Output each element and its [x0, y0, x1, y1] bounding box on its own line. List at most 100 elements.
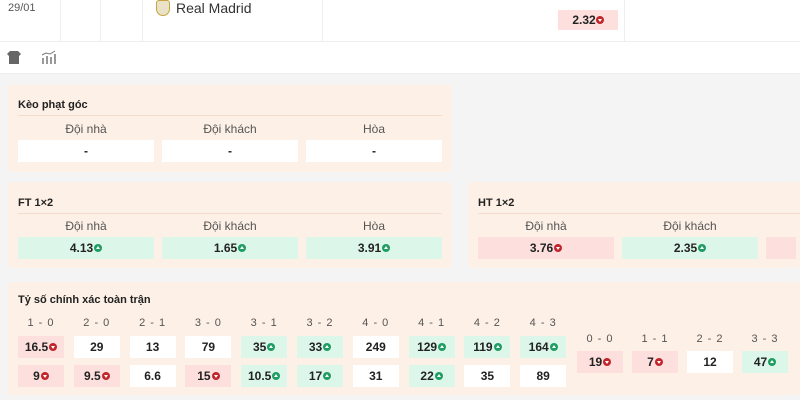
odd-box[interactable] [766, 237, 796, 259]
odd-value: 33 [308, 340, 323, 354]
odd-value: 4.13 [69, 241, 94, 255]
score-label: 2 - 1 [139, 317, 167, 329]
ft-panel: FT 1×2 Đội nhà Đội khách Hòa 4.13 1.65 3.9… [8, 182, 452, 268]
arrow-up-icon [768, 358, 777, 366]
score-label: 3 - 1 [250, 317, 278, 329]
score-odd-box[interactable]: 12 [687, 351, 733, 373]
score-odd-box[interactable]: 22 [408, 365, 455, 387]
score-label: 4 - 0 [362, 317, 390, 329]
odd-value: 9.5 [83, 369, 101, 383]
score-odd-box[interactable]: 33 [297, 336, 343, 358]
odd-box[interactable]: - [18, 140, 154, 162]
odd-box[interactable]: 2.35 [622, 237, 758, 259]
label-draw: Hòa [362, 219, 385, 233]
odd-box[interactable]: 4.13 [18, 237, 154, 259]
divider [478, 213, 800, 214]
score-odd-box[interactable]: 17 [297, 365, 343, 387]
label-away: Đội khách [203, 219, 257, 233]
odd-value: 12 [703, 355, 717, 369]
score-label: 3 - 0 [194, 317, 222, 329]
odd-value: 129 [417, 340, 438, 354]
odd-box[interactable]: 2.32 [558, 10, 618, 30]
match-row: 29/01 Real Madrid 2.32 [0, 0, 800, 42]
team-crest-icon [156, 0, 170, 16]
score-odd-box[interactable]: 29 [73, 336, 120, 358]
score-odd-box[interactable]: 16.5 [18, 336, 64, 358]
arrow-down-icon [211, 372, 220, 380]
odd-box[interactable]: 3.76 [478, 237, 614, 259]
score-odd-box[interactable]: 79 [185, 336, 232, 358]
divider [18, 115, 442, 116]
odd-value: 31 [369, 369, 383, 383]
score-odd-box[interactable]: 249 [352, 336, 399, 358]
odd-value: 89 [536, 369, 550, 383]
score-odd-box[interactable]: 89 [520, 365, 567, 387]
odd-value: 2.32 [572, 13, 596, 27]
panel-title: Tỷ số chính xác toàn trận [18, 294, 151, 306]
score-odd-box[interactable]: 35 [464, 365, 511, 387]
label-home: Đội nhà [525, 219, 567, 233]
divider [18, 213, 442, 214]
divider [60, 0, 61, 42]
score-label: 4 - 1 [418, 317, 446, 329]
score-odd-box[interactable]: 35 [241, 336, 288, 358]
label-home: Đội nhà [65, 122, 107, 136]
score-label: 3 - 2 [306, 317, 334, 329]
score-odd-box[interactable]: 10.5 [241, 365, 288, 387]
arrow-up-icon [382, 244, 391, 252]
score-odd-box[interactable]: 9.5 [73, 365, 120, 387]
score-label: 4 - 2 [473, 317, 501, 329]
odd-value: 16.5 [24, 340, 49, 354]
score-label: 2 - 2 [696, 333, 724, 345]
icon-toolbar [0, 42, 800, 74]
arrow-up-icon [438, 343, 447, 351]
label-home: Đội nhà [65, 219, 107, 233]
odd-box[interactable]: 1.65 [162, 237, 298, 259]
arrow-down-icon [40, 372, 49, 380]
team-name: Real Madrid [176, 0, 252, 16]
score-label: 3 - 3 [751, 333, 779, 345]
score-odd-box[interactable]: 119 [464, 336, 511, 358]
arrow-up-icon [323, 372, 332, 380]
label-away: Đội khách [203, 122, 257, 136]
score-label: 4 - 3 [529, 317, 557, 329]
odd-value: 19 [588, 355, 603, 369]
score-odd-box[interactable]: 47 [742, 351, 788, 373]
team-real-madrid[interactable]: Real Madrid [156, 0, 251, 16]
arrow-down-icon [101, 372, 110, 380]
arrow-up-icon [434, 372, 443, 380]
odd-value: 1.65 [213, 241, 238, 255]
odd-box[interactable]: - [306, 140, 442, 162]
panel-title: Kèo phạt góc [18, 99, 88, 111]
stats-icon[interactable] [41, 50, 57, 64]
arrow-up-icon [267, 343, 276, 351]
odd-value: 10.5 [248, 369, 272, 383]
score-label: 0 - 0 [586, 333, 614, 345]
odd-value: 249 [365, 340, 386, 354]
score-odd-box[interactable]: 6.6 [129, 365, 176, 387]
jersey-icon[interactable] [7, 50, 21, 64]
corner-panel: Kèo phạt góc Đội nhà Đội khách Hòa - - - [8, 85, 452, 172]
score-odd-box[interactable]: 13 [129, 336, 176, 358]
score-odd-box[interactable]: 164 [520, 336, 567, 358]
odd-box[interactable]: 3.91 [306, 237, 442, 259]
match-date: 29/01 [8, 2, 36, 14]
score-label: 1 - 1 [641, 333, 669, 345]
score-odd-box[interactable]: 129 [408, 336, 455, 358]
odd-value: 3.76 [529, 241, 554, 255]
odd-value: 29 [90, 340, 104, 354]
correct-score-panel: Tỷ số chính xác toàn trận 1 - 0 16.5 9 2 - … [8, 282, 800, 395]
score-odd-box[interactable]: 9 [18, 365, 64, 387]
score-odd-box[interactable]: 19 [577, 351, 623, 373]
score-odd-box[interactable]: 7 [632, 351, 678, 373]
arrow-down-icon [49, 343, 58, 351]
odd-box[interactable]: - [162, 140, 298, 162]
score-odd-box[interactable]: 31 [352, 365, 399, 387]
odd-value: 2.35 [673, 241, 698, 255]
arrow-up-icon [323, 343, 332, 351]
score-odd-box[interactable]: 15 [185, 365, 232, 387]
odd-value: 3.91 [357, 241, 382, 255]
odd-value: 119 [473, 340, 493, 354]
divider [322, 0, 323, 42]
odd-value: 22 [420, 369, 434, 383]
